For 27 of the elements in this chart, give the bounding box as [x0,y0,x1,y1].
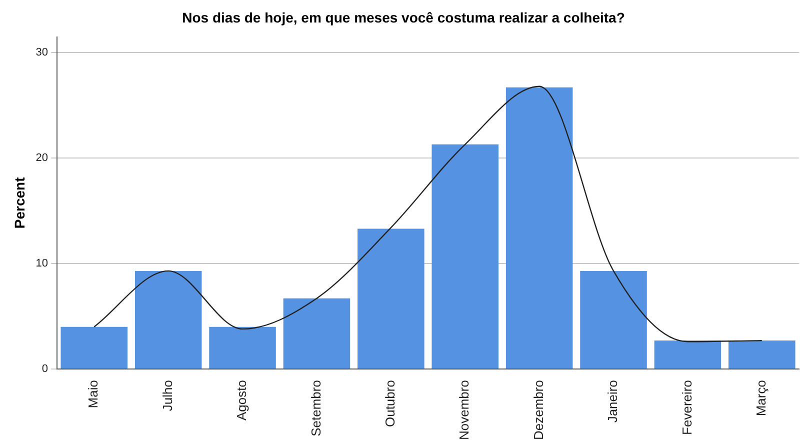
x-tick-label: Maio [86,380,101,408]
bar [60,326,128,369]
x-tick-label: Novembro [456,380,472,440]
x-tick-label: Janeiro [605,380,620,423]
bar [134,270,202,369]
y-tick-label: 30 [36,46,48,59]
y-axis-title: Percent [11,176,28,229]
x-tick-label: Agosto [234,380,250,421]
y-tick-label: 0 [42,363,48,376]
bar [432,144,499,369]
bar [283,298,350,369]
y-tick-label: 10 [36,258,48,270]
y-tick-label: 20 [36,152,48,164]
bar [654,340,722,369]
x-tick-label: Fevereiro [679,380,694,435]
x-tick-label: Dezembro [530,380,546,440]
x-tick-label: Março [753,380,768,416]
x-tick-label: Setembro [308,380,324,436]
bar [358,228,424,369]
bar [728,340,796,369]
chart-title: Nos dias de hoje, em que meses você costuma realizar a colheita? [182,9,625,26]
x-tick-label: Outubro [382,380,398,428]
bar [506,87,573,369]
bar [580,270,647,369]
bar [209,326,276,369]
x-tick-label: Julho [160,380,175,412]
line-series [94,86,762,342]
